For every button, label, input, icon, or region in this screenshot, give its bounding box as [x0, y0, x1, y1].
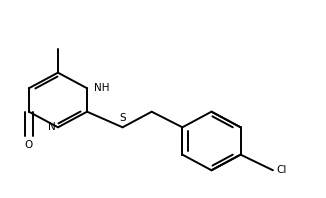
Text: Cl: Cl [277, 165, 287, 175]
Text: N: N [48, 122, 55, 132]
Text: NH: NH [94, 83, 110, 93]
Text: O: O [25, 140, 33, 150]
Text: S: S [119, 113, 126, 123]
